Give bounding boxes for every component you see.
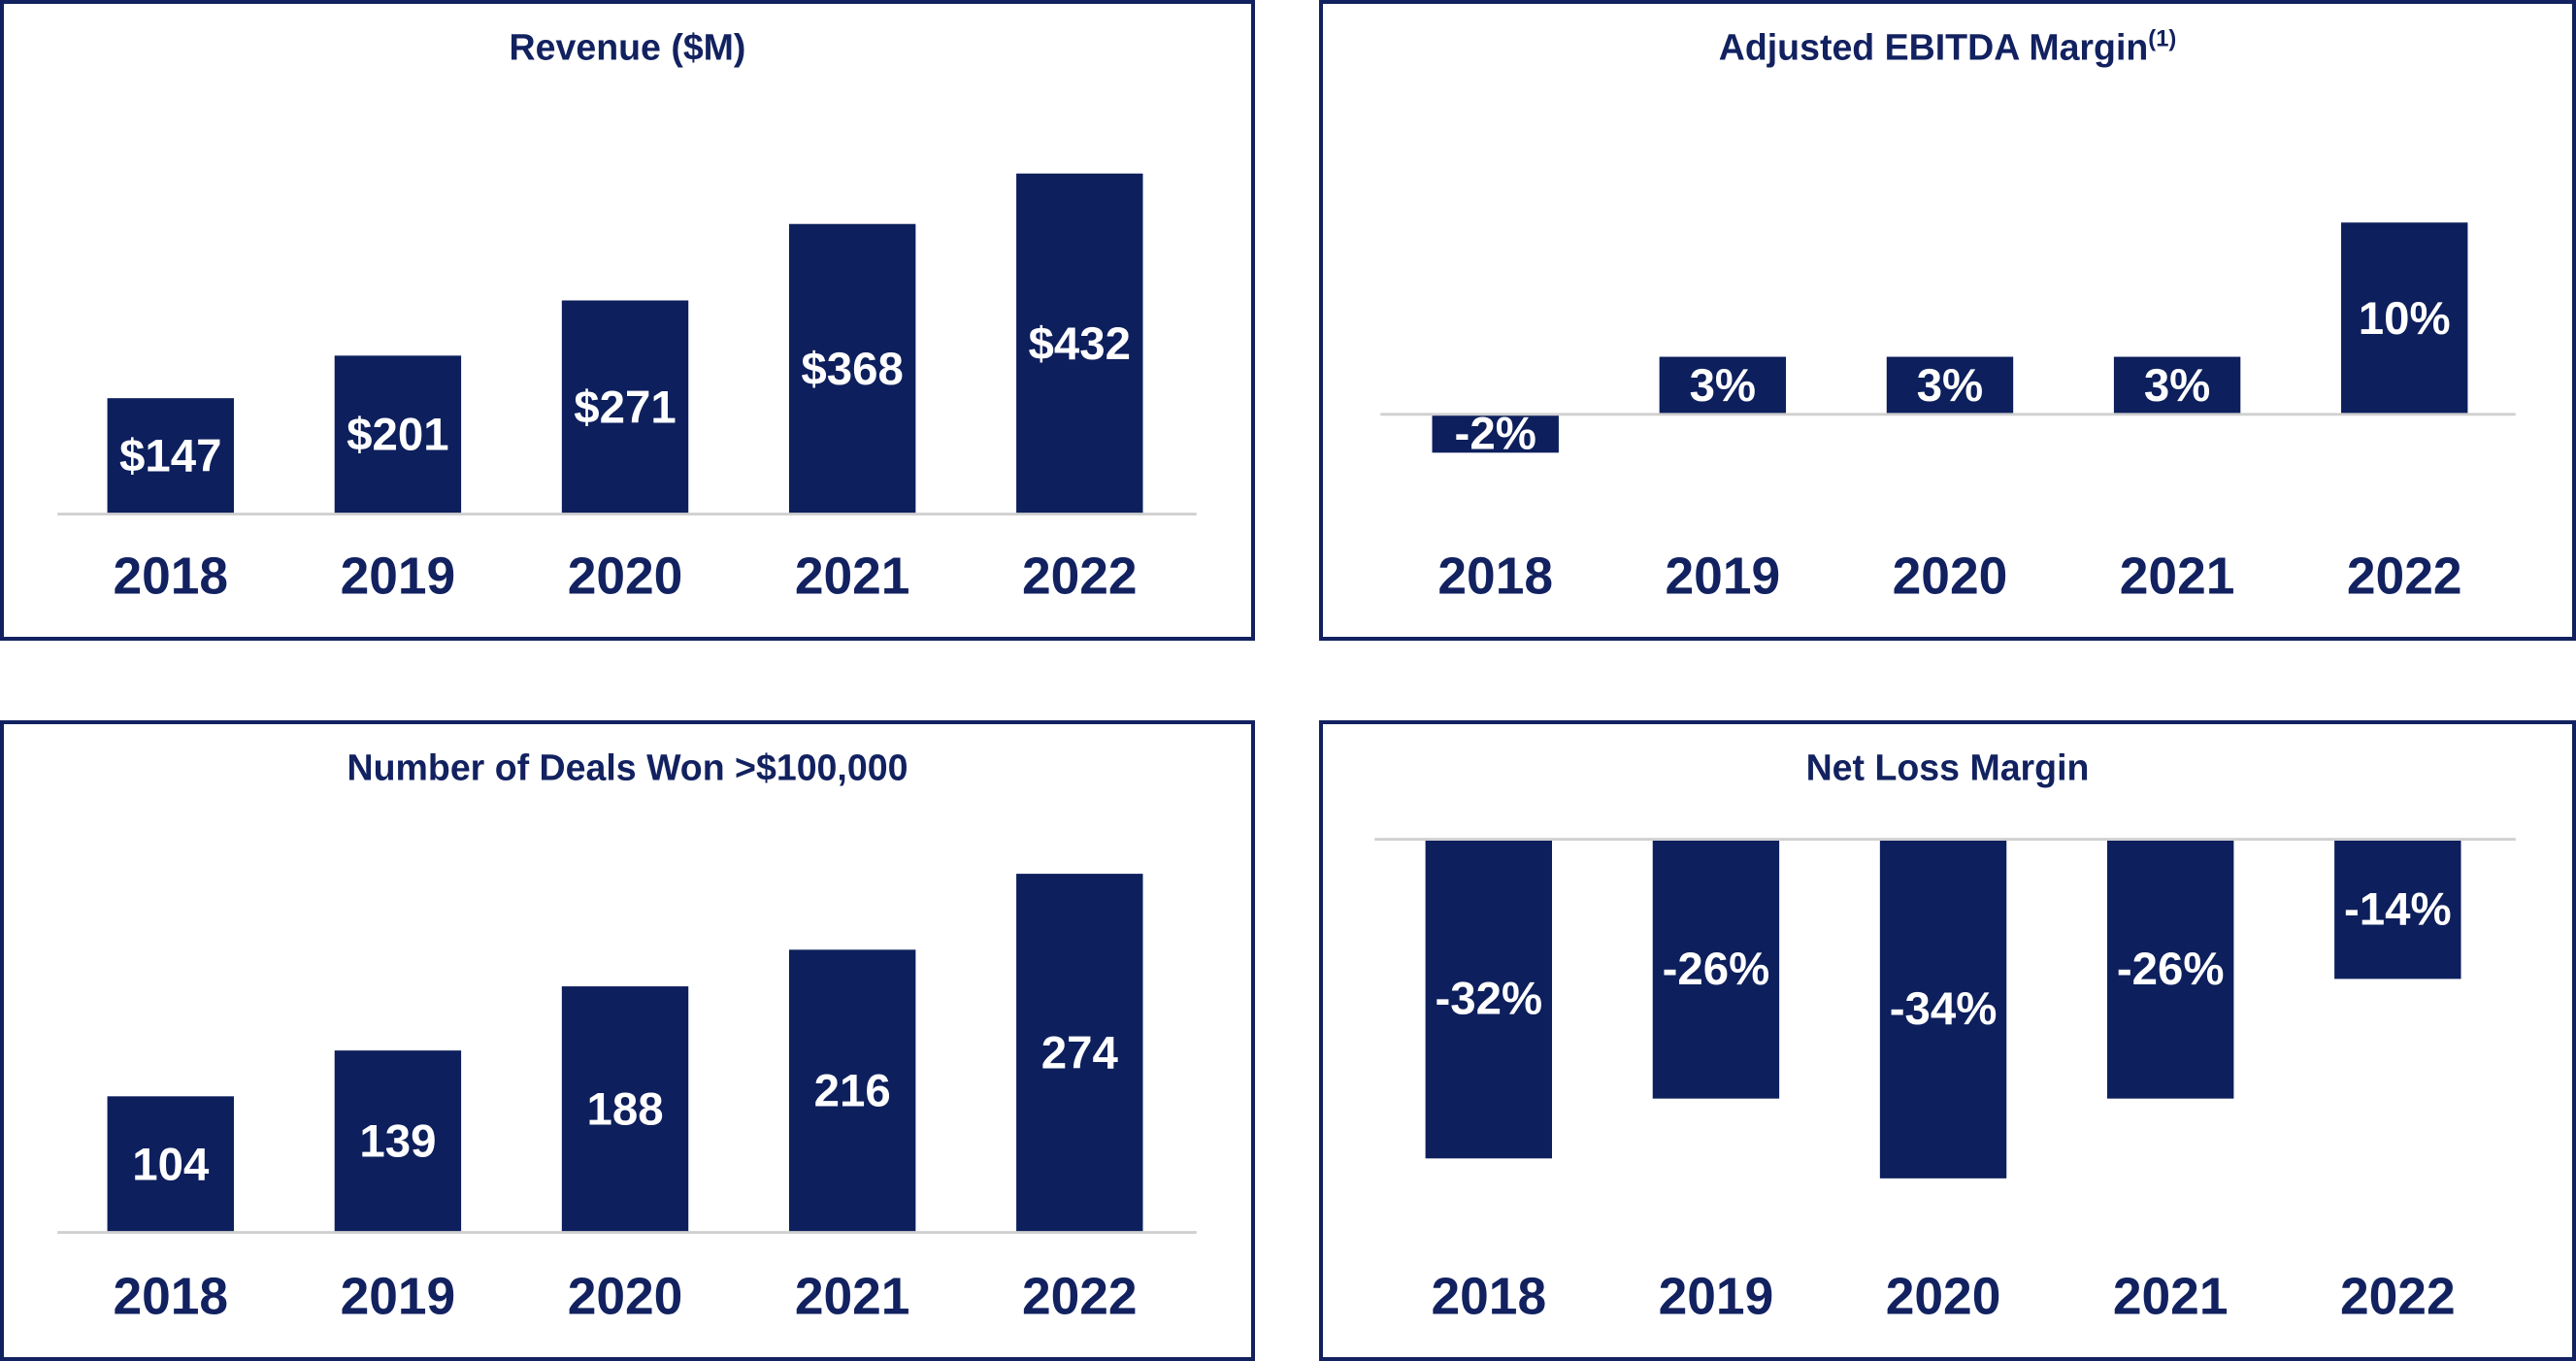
deals-won-chart: Number of Deals Won >$100,000 104 139 188 21… <box>57 747 1197 1326</box>
ebitda-margin-category-label-2022: 2022 <box>2347 548 2462 606</box>
revenue-data-label-2018: $147 <box>119 431 221 482</box>
deals-won-chart-title: Number of Deals Won >$100,000 <box>347 747 908 787</box>
ebitda-margin-data-label-2022: 10% <box>2359 293 2451 345</box>
net-loss-margin-data-label-2019: -26% <box>1663 944 1770 995</box>
deals-won-category-label-2022: 2022 <box>1022 1269 1138 1326</box>
revenue-data-label-2019: $201 <box>347 410 448 461</box>
ebitda-margin-category-label-2021: 2021 <box>2120 548 2235 606</box>
ebitda-margin-category-label-2020: 2020 <box>1893 548 2008 606</box>
net-loss-margin-chart-title: Net Loss Margin <box>1806 747 2090 787</box>
revenue-category-label-2019: 2019 <box>341 548 456 606</box>
revenue-bar-2020 <box>561 300 689 515</box>
ebitda-margin-chart: Adjusted EBITDA Margin(1) -2% 3% 3% 3% 10% 201… <box>1380 26 2516 606</box>
net-loss-margin-category-label-2022: 2022 <box>2340 1269 2456 1326</box>
ebitda-margin-data-label-2021: 3% <box>2144 360 2211 412</box>
deals-won-bar-2020 <box>561 986 689 1233</box>
net-loss-margin-chart: Net Loss Margin -32% -26% -34% -26% -14% 2018 2… <box>1374 747 2516 1326</box>
ebitda-margin-bar-2022 <box>2341 222 2468 415</box>
deals-won-bar-2018 <box>107 1096 234 1233</box>
ebitda-margin-bar-2018 <box>1432 414 1559 453</box>
net-loss-margin-bar-2018 <box>1425 839 1552 1159</box>
net-loss-margin-data-label-2022: -14% <box>2344 883 2452 935</box>
ebitda-margin-data-label-2019: 3% <box>1690 360 1757 412</box>
ebitda-margin-bar-2019 <box>1659 356 1787 415</box>
deals-won-bar-2021 <box>788 949 916 1233</box>
deals-won-category-label-2018: 2018 <box>113 1269 228 1326</box>
revenue-chart-title: Revenue ($M) <box>510 26 746 67</box>
ebitda-margin-chart-panel: Adjusted EBITDA Margin(1) -2% 3% 3% 3% 10% 201… <box>1319 0 2576 641</box>
net-loss-margin-data-label-2021: -26% <box>2117 944 2225 995</box>
net-loss-margin-category-label-2020: 2020 <box>1886 1269 2001 1326</box>
revenue-category-label-2022: 2022 <box>1022 548 1138 606</box>
revenue-bar-2019 <box>334 355 462 515</box>
revenue-category-label-2020: 2020 <box>568 548 683 606</box>
deals-won-chart-panel: Number of Deals Won >$100,000 104 139 188 21… <box>0 720 1255 1361</box>
net-loss-margin-category-label-2018: 2018 <box>1431 1269 1546 1326</box>
ebitda-margin-bar-2021 <box>2113 356 2241 415</box>
net-loss-margin-bar-2021 <box>2106 839 2234 1099</box>
deals-won-category-label-2021: 2021 <box>795 1269 910 1326</box>
ebitda-margin-chart-title: Adjusted EBITDA Margin(1) <box>1719 26 2177 67</box>
net-loss-margin-bar-2020 <box>1879 839 2007 1178</box>
deals-won-category-label-2020: 2020 <box>568 1269 683 1326</box>
net-loss-margin-category-label-2019: 2019 <box>1659 1269 1774 1326</box>
revenue-data-label-2022: $432 <box>1029 318 1131 370</box>
revenue-bar-2018 <box>107 398 234 515</box>
revenue-bar-2022 <box>1016 173 1143 515</box>
ebitda-margin-category-label-2019: 2019 <box>1666 548 1781 606</box>
deals-won-bar-2022 <box>1016 874 1143 1233</box>
revenue-category-label-2018: 2018 <box>113 548 228 606</box>
ebitda-margin-data-label-2020: 3% <box>1917 360 1984 412</box>
deals-won-category-label-2019: 2019 <box>341 1269 456 1326</box>
ebitda-margin-bar-2020 <box>1886 356 2014 415</box>
revenue-chart-panel: Revenue ($M) $147 $201 $271 $368 $432 2018 2019… <box>0 0 1255 641</box>
net-loss-margin-data-label-2018: -32% <box>1435 974 1542 1025</box>
revenue-chart: Revenue ($M) $147 $201 $271 $368 $432 2018 2019… <box>57 26 1197 606</box>
deals-won-data-label-2021: 216 <box>814 1066 891 1117</box>
revenue-bar-2021 <box>788 223 916 515</box>
ebitda-margin-title-footnote: (1) <box>2148 26 2176 51</box>
deals-won-bar-2019 <box>334 1050 462 1233</box>
deals-won-data-label-2020: 188 <box>586 1084 663 1136</box>
net-loss-margin-data-label-2020: -34% <box>1890 983 1998 1035</box>
net-loss-margin-bar-2022 <box>2334 839 2461 979</box>
revenue-data-label-2020: $271 <box>574 382 676 433</box>
ebitda-margin-category-label-2018: 2018 <box>1437 548 1553 606</box>
net-loss-margin-category-label-2021: 2021 <box>2113 1269 2229 1326</box>
deals-won-data-label-2018: 104 <box>132 1139 210 1190</box>
revenue-data-label-2021: $368 <box>801 344 903 395</box>
net-loss-margin-chart-panel: Net Loss Margin -32% -26% -34% -26% -14% 2018 2… <box>1319 720 2576 1361</box>
net-loss-margin-bar-2019 <box>1652 839 1780 1099</box>
deals-won-data-label-2022: 274 <box>1041 1028 1119 1079</box>
deals-won-data-label-2019: 139 <box>359 1116 436 1168</box>
revenue-category-label-2021: 2021 <box>795 548 910 606</box>
ebitda-margin-data-label-2018: -2% <box>1455 408 1536 459</box>
